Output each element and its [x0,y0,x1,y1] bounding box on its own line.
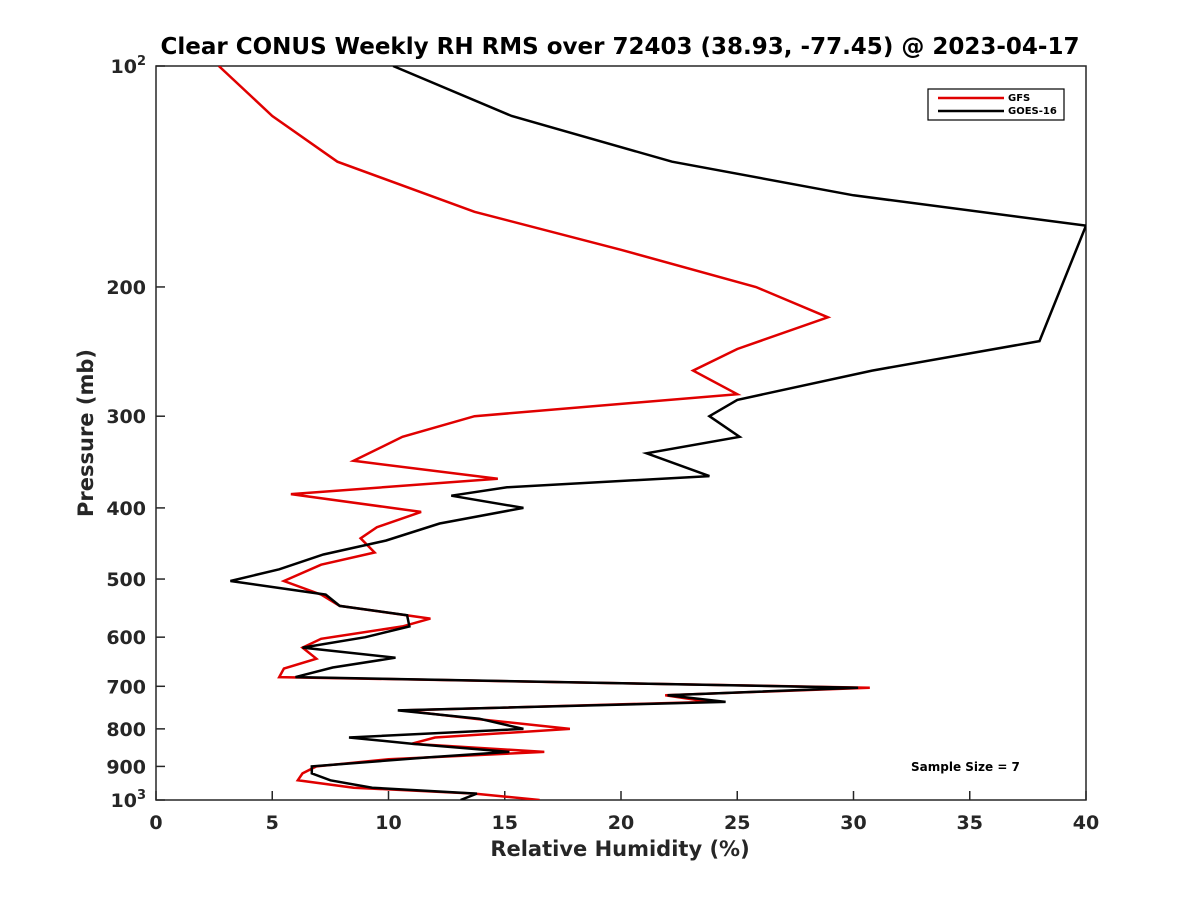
y-tick-label: 900 [106,756,146,778]
legend-label-goes16: GOES-16 [1008,106,1057,117]
y-axis: 102 200 300 400 500 600 700 800 900 103 [106,54,165,812]
y-tick-label: 500 [106,569,146,591]
y-axis-label: Pressure (mb) [74,349,98,517]
series-layer [217,66,1086,800]
x-axis: 0 5 10 15 20 25 30 35 40 [149,791,1099,834]
x-tick-label: 5 [266,812,279,834]
x-tick-label: 10 [375,812,401,834]
series-line-goes-16 [230,66,1086,800]
x-tick-label: 40 [1073,812,1099,834]
plot-area-frame [155,65,1087,801]
legend: GFS GOES-16 [927,88,1065,121]
x-tick-label: 15 [492,812,518,834]
x-tick-label: 35 [957,812,983,834]
x-tick-label: 30 [840,812,866,834]
x-axis-label: Relative Humidity (%) [490,837,749,861]
x-tick-label: 20 [608,812,634,834]
y-tick-label: 600 [106,627,146,649]
y-tick-label: 103 [111,788,147,812]
chart-title: Clear CONUS Weekly RH RMS over 72403 (38… [161,34,1080,60]
legend-box [927,88,1065,121]
y-tick-label: 300 [106,406,146,428]
y-tick-label: 700 [106,676,146,698]
y-tick-label: 800 [106,719,146,741]
x-tick-label: 25 [724,812,750,834]
y-tick-label: 400 [106,498,146,520]
legend-label-gfs: GFS [1008,93,1030,104]
x-tick-label: 0 [149,812,162,834]
sample-size-annotation: Sample Size = 7 [911,760,1020,774]
y-tick-label: 102 [111,54,147,78]
y-tick-label: 200 [106,277,146,299]
